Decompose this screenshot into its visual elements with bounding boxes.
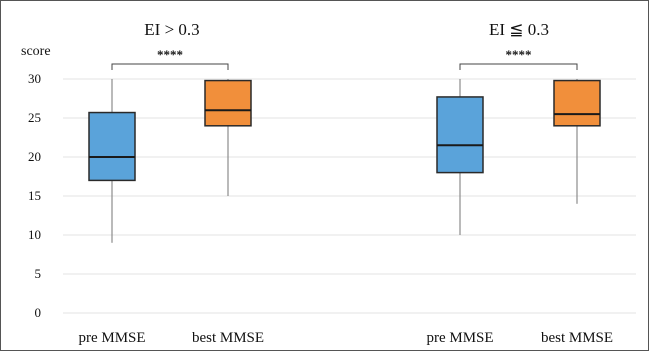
panel-title: EI > 0.3 <box>144 20 199 39</box>
panel-title: EI ≦ 0.3 <box>489 20 549 39</box>
category-label: best MMSE <box>192 330 264 346</box>
box-iqr <box>436 96 484 174</box>
box-plot: best MMSE <box>541 79 613 346</box>
y-axis-ticks: 0 5 10 15 20 25 30 <box>28 71 41 320</box>
y-tick-label: 10 <box>28 227 41 242</box>
significance-label: **** <box>157 47 183 62</box>
box-iqr <box>88 111 136 182</box>
box-plot: best MMSE <box>192 79 264 346</box>
panel: EI ≦ 0.3 **** pre MMSE best MMSE <box>426 20 613 346</box>
box-iqr <box>204 79 252 127</box>
panel: EI > 0.3 **** pre MMSE best MMSE <box>78 20 264 346</box>
y-tick-label: 5 <box>35 266 42 281</box>
significance-bracket <box>459 63 578 70</box>
y-tick-label: 20 <box>28 149 41 164</box>
category-label: pre MMSE <box>78 330 145 346</box>
box-plot: pre MMSE <box>78 79 146 346</box>
box-iqr <box>553 79 601 127</box>
y-axis-label: score <box>21 44 51 59</box>
y-tick-label: 30 <box>28 71 41 86</box>
y-tick-label: 0 <box>35 305 42 320</box>
panels: EI > 0.3 **** pre MMSE best MMSE EI ≦ 0.3 ***… <box>78 20 613 346</box>
category-label: best MMSE <box>541 330 613 346</box>
significance-label: **** <box>506 47 532 62</box>
category-label: pre MMSE <box>426 330 493 346</box>
significance-bracket <box>111 63 229 70</box>
box-plot: pre MMSE <box>426 79 494 346</box>
gridlines <box>63 78 636 314</box>
y-tick-label: 15 <box>28 188 41 203</box>
y-tick-label: 25 <box>28 110 41 125</box>
